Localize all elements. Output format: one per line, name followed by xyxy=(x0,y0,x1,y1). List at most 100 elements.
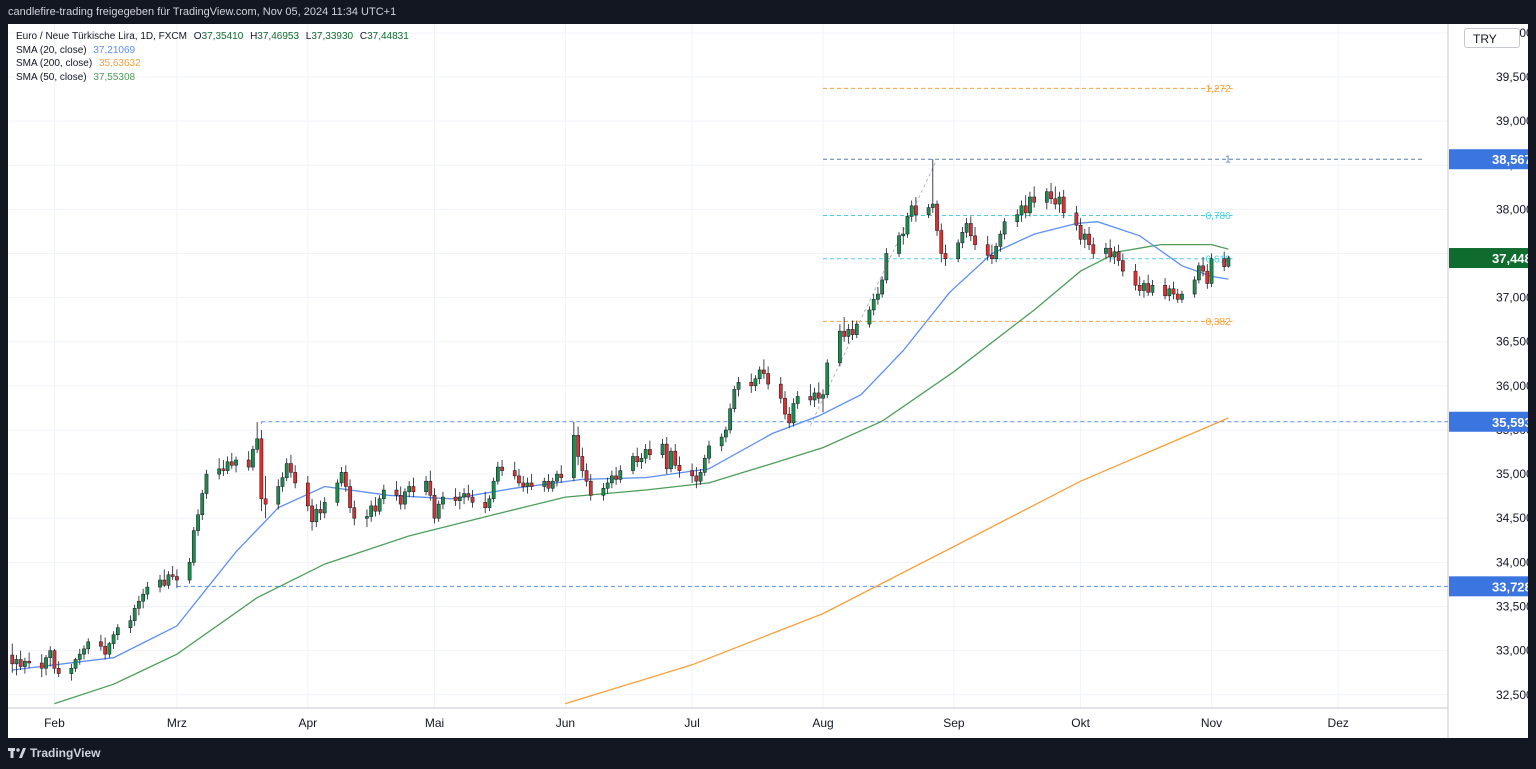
candle-body xyxy=(310,505,314,523)
candle-body xyxy=(1053,198,1058,205)
legend-sma200-value: 35,63632 xyxy=(98,58,141,69)
footer-brand: TradingView xyxy=(30,746,101,760)
candle-body xyxy=(407,486,412,493)
candle-body xyxy=(926,207,931,215)
candle-body xyxy=(821,394,825,399)
candle-body xyxy=(166,574,171,586)
candle-body xyxy=(1082,233,1087,240)
price-label: 35,59312 xyxy=(1492,415,1528,430)
y-tick-label: 35,00000 xyxy=(1496,467,1528,481)
candle-body xyxy=(453,496,458,501)
candle-body xyxy=(664,443,669,470)
candle-body xyxy=(812,392,817,401)
candle-body xyxy=(1209,258,1214,284)
candle-body xyxy=(588,480,593,496)
x-tick-label: Feb xyxy=(44,716,65,730)
candle-body xyxy=(694,475,699,482)
candle-body xyxy=(263,498,268,505)
candle-body xyxy=(162,579,167,586)
candle-body xyxy=(968,223,973,237)
candle-body xyxy=(77,653,82,660)
y-tick-label: 33,00000 xyxy=(1496,644,1528,658)
legend-sma20-name: SMA (20, close) xyxy=(16,44,87,56)
legend-symbol: Euro / Neue Türkische Lira, 1D, FXCM xyxy=(16,31,187,42)
candle-body xyxy=(86,641,91,650)
header-title: candlefire-trading freigegeben für Tradi… xyxy=(0,0,1536,24)
candle-body xyxy=(1015,214,1020,222)
candle-body xyxy=(985,244,990,256)
candle-body xyxy=(1108,247,1113,258)
candle-body xyxy=(1142,283,1146,291)
candle-body xyxy=(854,323,859,335)
candle-body xyxy=(52,650,57,669)
legend-sma50-row[interactable]: SMA (50, close) 37,55308 xyxy=(16,71,417,85)
candle-body xyxy=(572,435,576,478)
candle-body xyxy=(200,493,205,515)
candle-body xyxy=(1091,244,1096,254)
candle-body xyxy=(660,443,665,455)
candle-body xyxy=(293,472,298,484)
candle-body xyxy=(702,457,707,473)
candle-body xyxy=(897,235,901,254)
price-label: 38,56781 xyxy=(1492,152,1528,167)
candle-body xyxy=(27,660,31,664)
candle-body xyxy=(335,482,340,503)
candle-body xyxy=(1137,284,1142,291)
candle-body xyxy=(783,397,787,415)
chart-area[interactable]: 40,0000039,5000039,0000038,5000038,00000… xyxy=(8,24,1528,738)
price-chart[interactable]: 40,0000039,5000039,0000038,5000038,00000… xyxy=(8,24,1528,738)
candle-body xyxy=(322,502,327,514)
tradingview-logo-icon xyxy=(8,738,26,769)
legend-sma20-row[interactable]: SMA (20, close) 37,21069 xyxy=(16,44,417,58)
candle-body xyxy=(411,486,416,493)
candle-body xyxy=(128,620,133,628)
candle-body xyxy=(175,576,179,581)
candle-body xyxy=(732,389,737,410)
legend-ohlc: O37,35410 H37,46953 L37,33930 C37,44831 xyxy=(194,31,413,42)
candle-body xyxy=(1061,196,1066,214)
candle-body xyxy=(18,659,23,667)
legend-symbol-row: Euro / Neue Türkische Lira, 1D, FXCM O37… xyxy=(16,30,417,44)
x-tick-label: Apr xyxy=(298,716,317,730)
candle-body xyxy=(1192,279,1197,295)
candle-body xyxy=(14,659,19,665)
x-tick-label: Sep xyxy=(943,716,965,730)
legend-close: 37,44831 xyxy=(367,31,409,42)
candle-body xyxy=(1150,284,1155,293)
x-tick-label: Dez xyxy=(1328,716,1349,730)
candle-body xyxy=(1104,247,1108,254)
candle-body xyxy=(816,392,821,399)
candle-body xyxy=(846,329,851,337)
candle-body xyxy=(246,459,251,468)
candle-body xyxy=(1163,284,1167,297)
candle-body xyxy=(884,253,889,281)
candle-body xyxy=(73,659,78,669)
candle-body xyxy=(99,641,103,647)
candle-body xyxy=(724,429,728,438)
candle-body xyxy=(436,503,441,519)
candle-body xyxy=(432,495,437,519)
candle-body xyxy=(339,472,344,484)
candle-body xyxy=(369,505,374,517)
y-tick-label: 34,00000 xyxy=(1496,555,1528,569)
candle-body xyxy=(229,461,234,466)
candle-body xyxy=(964,223,969,233)
legend-sma50-value: 37,55308 xyxy=(93,71,136,83)
y-tick-label: 38,00000 xyxy=(1496,202,1528,216)
candle-body xyxy=(610,475,614,484)
candle-body xyxy=(614,475,618,480)
legend-sma50-name: SMA (50, close) xyxy=(16,71,87,83)
currency-selector[interactable]: TRY xyxy=(1464,28,1520,48)
price-label: 33,72866 xyxy=(1492,579,1528,594)
candle-body xyxy=(1167,288,1172,297)
candle-body xyxy=(314,509,319,523)
candle-body xyxy=(1120,260,1125,272)
candle-body xyxy=(994,246,999,260)
candle-body xyxy=(44,657,48,669)
candle-body xyxy=(1133,270,1138,286)
candle-body xyxy=(305,482,310,507)
chart-legend: Euro / Neue Türkische Lira, 1D, FXCM O37… xyxy=(16,30,417,84)
fib-trend-line xyxy=(809,159,938,426)
legend-sma200-row[interactable]: SMA (200, close) 35,63632 xyxy=(16,57,417,71)
sma50-line xyxy=(54,243,1229,705)
